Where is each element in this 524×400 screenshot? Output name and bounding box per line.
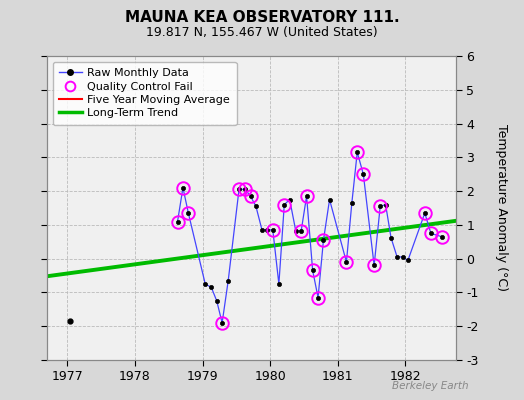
Y-axis label: Temperature Anomaly (°C): Temperature Anomaly (°C) xyxy=(495,124,508,292)
Text: MAUNA KEA OBSERVATORY 111.: MAUNA KEA OBSERVATORY 111. xyxy=(125,10,399,25)
Legend: Raw Monthly Data, Quality Control Fail, Five Year Moving Average, Long-Term Tren: Raw Monthly Data, Quality Control Fail, … xyxy=(53,62,236,125)
Text: Berkeley Earth: Berkeley Earth xyxy=(392,381,469,391)
Text: 19.817 N, 155.467 W (United States): 19.817 N, 155.467 W (United States) xyxy=(146,26,378,39)
